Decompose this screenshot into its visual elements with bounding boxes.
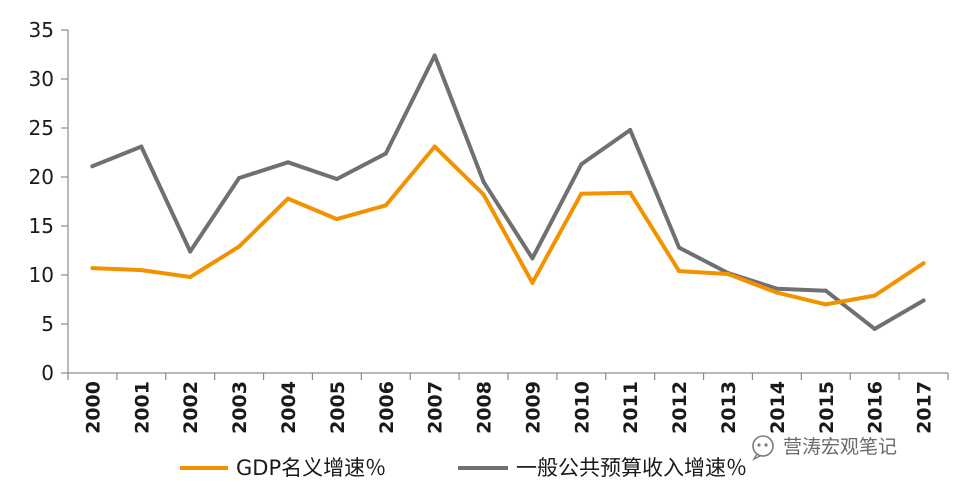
legend-item-1: 一般公共预算收入增速％ xyxy=(458,456,747,480)
data-point xyxy=(823,302,828,307)
x-tick-label: 2004 xyxy=(278,381,300,434)
data-point xyxy=(383,203,388,208)
data-point xyxy=(774,290,779,295)
series-line-0 xyxy=(90,144,926,307)
watermark: 营涛宏观笔记 xyxy=(752,435,897,461)
x-tick-label: 2008 xyxy=(474,381,496,434)
x-tick-label: 2011 xyxy=(620,381,642,434)
data-point xyxy=(872,326,877,331)
x-tick-label: 2000 xyxy=(82,381,104,434)
y-tick-label: 35 xyxy=(29,18,54,42)
x-tick-label: 2014 xyxy=(767,381,789,434)
data-point xyxy=(823,288,828,293)
data-point xyxy=(90,164,95,169)
data-point xyxy=(530,256,535,261)
legend-label: GDP名义增速％ xyxy=(236,456,386,480)
x-tick-label: 2003 xyxy=(229,381,251,434)
data-point xyxy=(872,293,877,298)
data-point xyxy=(579,191,584,196)
data-point xyxy=(432,53,437,58)
data-point xyxy=(237,175,242,180)
data-point xyxy=(921,298,926,303)
x-tick-label: 2001 xyxy=(131,381,153,434)
data-point xyxy=(286,196,290,201)
x-tick-label: 2015 xyxy=(816,381,838,434)
x-tick-label: 2009 xyxy=(522,381,544,434)
data-point xyxy=(188,274,193,279)
data-point xyxy=(237,244,242,249)
y-tick-label: 5 xyxy=(41,312,54,336)
data-point xyxy=(188,249,193,254)
data-point xyxy=(774,286,779,291)
data-point xyxy=(628,127,633,132)
data-point xyxy=(432,144,437,149)
data-point xyxy=(90,266,95,271)
data-point xyxy=(286,160,290,165)
x-tick-label: 2005 xyxy=(327,381,349,434)
x-axis: 2000 2001 2002 2003 2004 2005 2006 2007 2008 2009… xyxy=(67,372,949,434)
watermark-text: 营涛宏观笔记 xyxy=(783,436,897,458)
y-tick-label: 0 xyxy=(41,361,54,385)
y-tick-label: 10 xyxy=(29,263,54,287)
x-tick-label: 2016 xyxy=(865,381,887,434)
data-point xyxy=(921,261,926,266)
data-point xyxy=(481,192,486,197)
data-point xyxy=(530,280,535,285)
data-point xyxy=(677,245,682,250)
wechat-icon xyxy=(752,435,774,461)
y-tick-label: 20 xyxy=(29,165,54,189)
legend-item-0: GDP名义增速％ xyxy=(180,456,386,480)
data-point xyxy=(383,151,388,156)
data-point xyxy=(139,144,144,149)
x-tick-label: 2002 xyxy=(180,381,202,434)
data-point xyxy=(481,179,486,184)
legend-label: 一般公共预算收入增速％ xyxy=(516,456,747,480)
data-point xyxy=(139,268,144,273)
y-tick-label: 25 xyxy=(29,116,54,140)
y-tick-label: 30 xyxy=(29,67,54,91)
data-point xyxy=(726,272,730,277)
x-tick-label: 2007 xyxy=(425,381,447,434)
legend: GDP名义增速％ 一般公共预算收入增速％ xyxy=(180,456,747,480)
data-point xyxy=(334,217,339,222)
y-axis: 0 5 10 15 20 25 30 35 xyxy=(29,18,69,385)
data-point xyxy=(677,269,682,274)
x-tick-label: 2013 xyxy=(718,381,740,434)
y-tick-label: 15 xyxy=(29,214,54,238)
data-point xyxy=(334,176,339,181)
x-tick-label: 2017 xyxy=(914,381,936,434)
x-tick-label: 2006 xyxy=(376,381,398,434)
x-tick-label: 2012 xyxy=(669,381,691,434)
series-lines xyxy=(90,53,926,331)
data-point xyxy=(628,190,633,195)
x-tick-label: 2010 xyxy=(571,381,593,434)
series-line-1 xyxy=(90,53,926,331)
data-point xyxy=(579,162,584,167)
